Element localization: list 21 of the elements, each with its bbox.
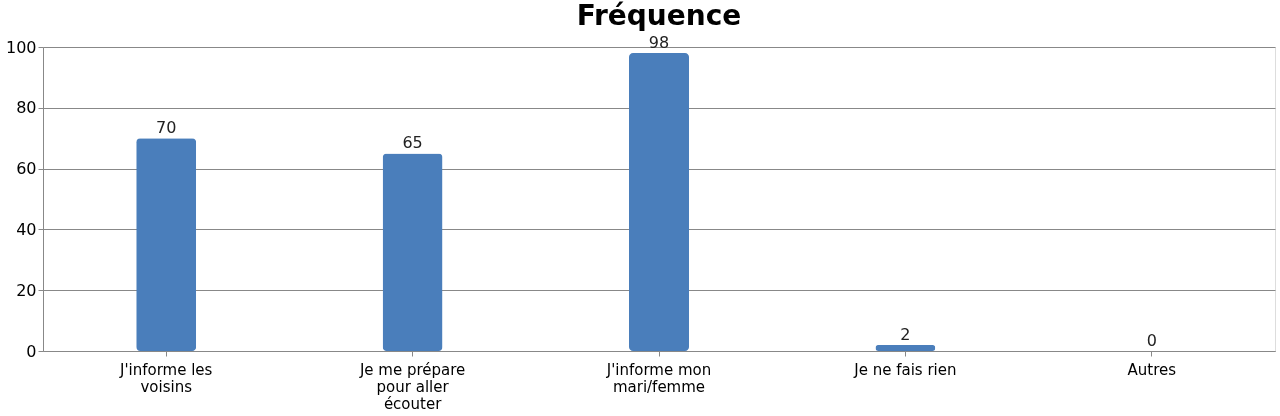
- data-label: 98: [648, 33, 670, 53]
- bar: [382, 153, 443, 351]
- data-label: 0: [1146, 331, 1157, 350]
- data-label: 70: [156, 118, 177, 138]
- y-tick-label: 0: [26, 341, 37, 361]
- x-tick-label: Autres: [1127, 360, 1177, 379]
- data-label: 65: [402, 133, 423, 153]
- x-tick-label: J'informe mon mari/femme: [605, 360, 712, 396]
- y-tick-label: 40: [16, 219, 37, 239]
- bar: [875, 344, 936, 351]
- y-tick-label: 20: [16, 280, 37, 300]
- y-tick-label: 80: [16, 98, 37, 118]
- bar: [629, 53, 689, 351]
- x-tick-label: J'informe les voisins: [119, 360, 213, 396]
- bar: [136, 138, 197, 351]
- x-tick-label: Je ne fais rien: [853, 360, 957, 379]
- y-tick-label: 100: [5, 37, 37, 57]
- y-tick-label: 60: [16, 159, 37, 179]
- data-label: 2: [900, 324, 911, 344]
- x-tick-label: Je me prépare pour aller écouter: [358, 360, 466, 413]
- chart-title: Fréquence: [576, 0, 742, 33]
